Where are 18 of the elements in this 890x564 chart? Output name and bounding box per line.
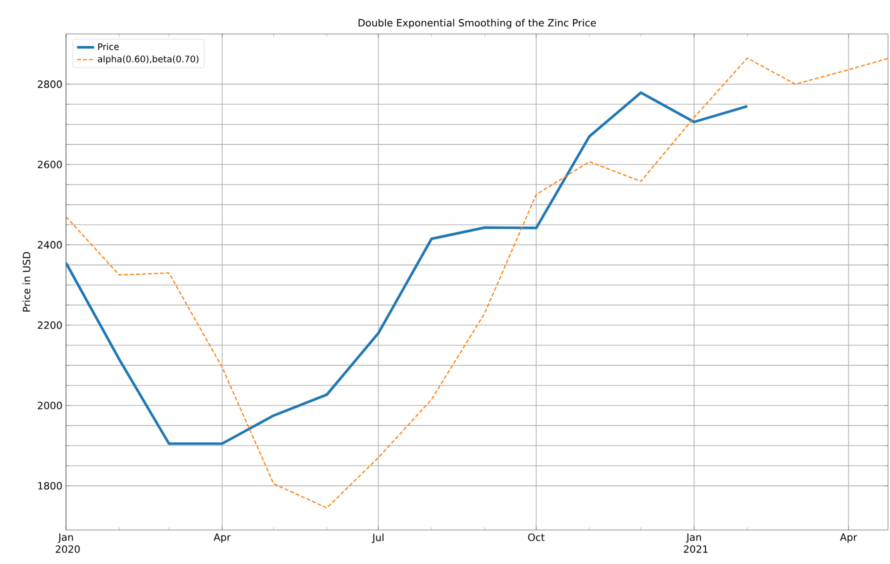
chart-title: Double Exponential Smoothing of the Zinc Price (358, 18, 596, 28)
x-tick-label: Jul (372, 533, 384, 544)
x-tick-label: Jan 2020 (56, 534, 80, 553)
x-tick-label: Jan 2021 (684, 534, 708, 553)
y-tick-label: 2400 (38, 241, 62, 249)
y-tick-label: 1800 (38, 482, 62, 490)
y-tick-label: 2600 (38, 160, 62, 168)
line-series (66, 57, 888, 508)
legend-label: Price (98, 43, 119, 50)
x-tick-label: Apr (214, 534, 231, 543)
y-axis-title: Price in USD (22, 252, 30, 312)
y-tick-label: 2200 (38, 321, 62, 329)
y-tick-label: 2800 (38, 80, 62, 88)
legend-label: alpha(0.60),beta(0.70) (98, 55, 198, 64)
x-tick-label: Apr (840, 534, 858, 543)
line-series (66, 91, 749, 445)
y-tick-label: 2000 (38, 402, 62, 410)
x-tick-label: Oct (528, 533, 545, 542)
